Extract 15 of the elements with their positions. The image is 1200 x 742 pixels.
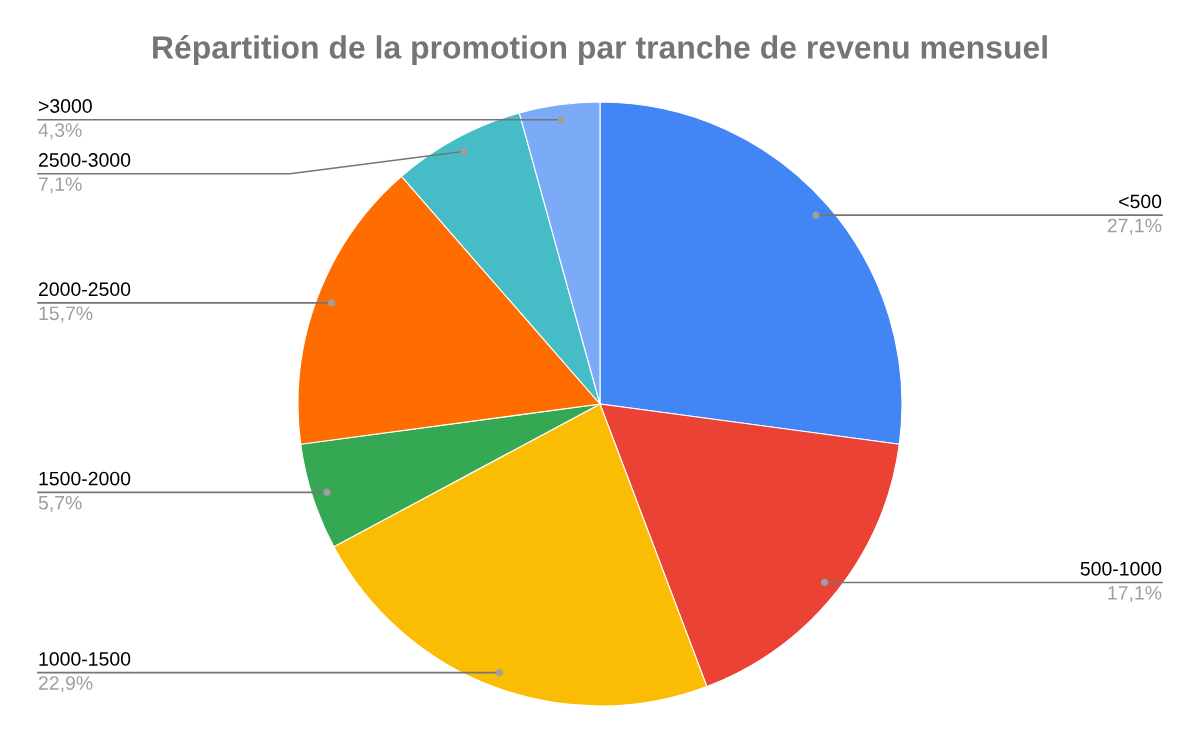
- data-label: 27,1%: [1107, 218, 1162, 235]
- slice-label: 1500-2000: [39, 471, 131, 486]
- slice-label: <500: [1119, 194, 1162, 209]
- data-label: 4,3%: [38, 123, 82, 140]
- slice-label: >3000: [38, 99, 92, 113]
- data-label: 5,7%: [38, 495, 82, 512]
- slice-label: 1000-1500: [39, 652, 131, 666]
- slice-label: 500-1000: [1080, 561, 1162, 576]
- data-label: 22,9%: [38, 676, 93, 693]
- data-label: 17,1%: [1108, 586, 1162, 603]
- slice-label: 2000-2500: [38, 282, 131, 297]
- data-label: 15,7%: [39, 306, 93, 323]
- chart-title: Répartition de la promotion par tranche de revenu mensuel: [153, 34, 1047, 66]
- data-label: 7,1%: [39, 177, 82, 194]
- slice-label: 2500-3000: [38, 153, 131, 167]
